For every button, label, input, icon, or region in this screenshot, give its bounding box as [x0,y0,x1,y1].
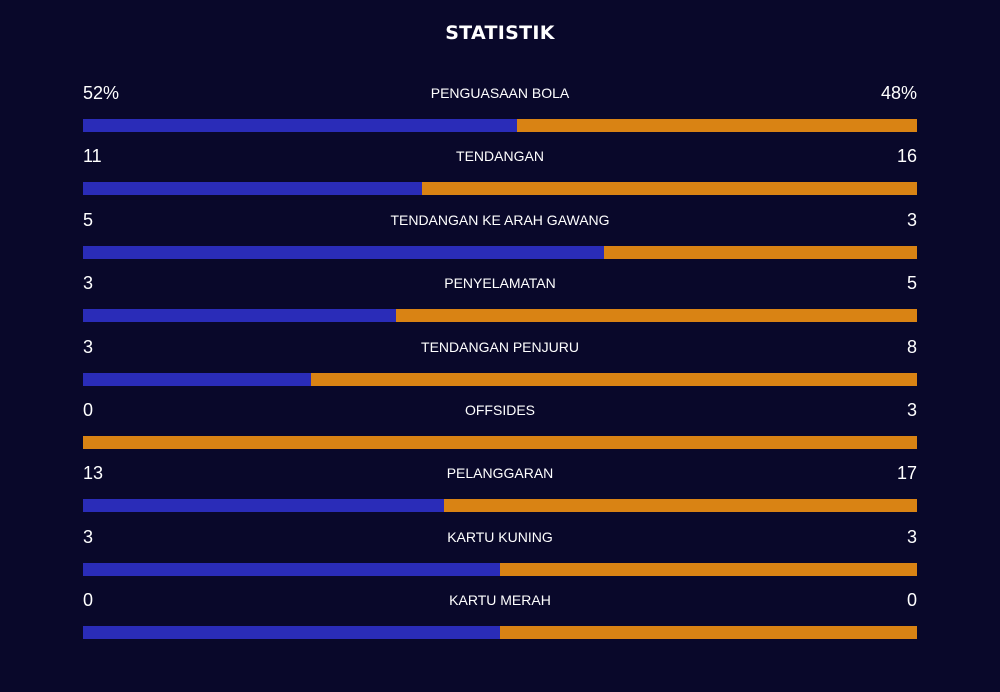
away-bar-segment [604,245,917,259]
home-bar-segment [83,372,311,386]
stat-label: TENDANGAN PENJURU [421,338,579,355]
home-value: 52% [83,83,120,103]
comparison-bar [83,372,917,386]
away-bar-segment [500,562,917,576]
stat-row-corners: 3 TENDANGAN PENJURU 8 [83,332,917,395]
stat-label: KARTU MERAH [449,592,551,609]
home-value: 0 [83,590,94,611]
away-value: 3 [906,209,917,230]
stat-row-shots: 11 TENDANGAN 16 [83,141,917,204]
away-bar-segment [83,435,917,449]
away-bar-segment [500,626,917,640]
stats-list: 52% PENGUASAAN BOLA 48% 11 TENDANGAN 16 [83,78,917,649]
stat-row-possession: 52% PENGUASAAN BOLA 48% [83,78,917,141]
home-bar-segment [83,119,517,132]
home-value: 3 [83,336,94,357]
panel-title: STATISTIK [445,22,555,44]
home-bar-segment [83,309,396,323]
comparison-bar [83,562,917,576]
away-bar-segment [422,182,917,196]
away-value: 3 [906,526,917,547]
stat-row-fouls: 13 PELANGGARAN 17 [83,458,917,521]
away-value: 3 [906,399,917,420]
stat-row-red-cards: 0 KARTU MERAH 0 [83,585,917,648]
stat-label: PENYELAMATAN [444,275,556,292]
stat-label: PENGUASAAN BOLA [430,85,570,101]
home-value: 11 [83,146,102,167]
home-bar-segment [83,499,445,513]
away-value: 5 [906,273,917,294]
stat-row-offsides: 0 OFFSIDES 3 [83,395,917,458]
stat-label: PELANGGARAN [446,465,554,482]
stat-label: TENDANGAN [456,148,544,165]
stat-label: KARTU KUNING [447,528,553,545]
away-value: 48% [880,83,917,103]
comparison-bar [83,309,917,323]
comparison-bar [83,435,917,449]
home-value: 3 [83,526,94,547]
home-bar-segment [83,182,423,196]
home-value: 13 [83,463,104,484]
stat-label: OFFSIDES [464,401,535,418]
home-bar-segment [83,626,500,640]
comparison-bar [83,626,917,640]
comparison-bar [83,245,917,259]
away-bar-segment [395,309,917,323]
comparison-bar [83,499,917,513]
comparison-bar [83,119,917,132]
away-value: 16 [896,146,917,167]
stat-row-shots-on-target: 5 TENDANGAN KE ARAH GAWANG 3 [83,205,917,268]
away-value: 0 [906,590,917,611]
stat-row-yellow-cards: 3 KARTU KUNING 3 [83,522,917,585]
away-value: 8 [906,336,917,357]
stat-label: TENDANGAN KE ARAH GAWANG [390,211,610,228]
away-value: 17 [896,463,917,484]
away-bar-segment [444,499,917,513]
stat-row-saves: 3 PENYELAMATAN 5 [83,268,917,331]
home-value: 3 [83,273,94,294]
home-value: 5 [83,209,94,230]
away-bar-segment [310,372,917,386]
home-bar-segment [83,245,605,259]
home-value: 0 [83,399,94,420]
away-bar-segment [516,119,917,132]
comparison-bar [83,182,917,196]
home-bar-segment [83,562,500,576]
